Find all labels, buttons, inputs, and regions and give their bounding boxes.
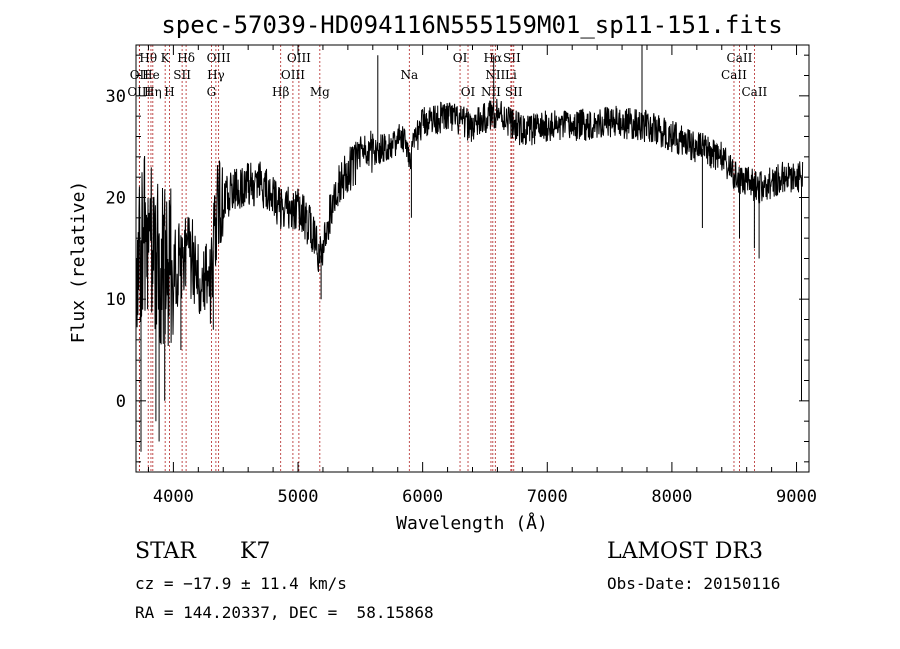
line-label: OI <box>461 85 476 99</box>
y-tick-label: 30 <box>106 87 126 107</box>
line-label: Hα <box>484 51 503 65</box>
coordinates-readout: RA = 144.20337, DEC = 58.15868 <box>135 603 434 622</box>
line-label: G <box>207 85 217 99</box>
x-tick-label: 4000 <box>153 487 194 507</box>
line-label: SII <box>173 68 191 82</box>
line-label: OIII <box>207 51 231 65</box>
line-label: Li <box>505 68 517 82</box>
y-tick-label: 0 <box>116 392 126 412</box>
line-label: OIII <box>281 68 305 82</box>
line-label: CaII <box>727 51 753 65</box>
x-tick-label: 7000 <box>527 487 568 507</box>
line-label: Hγ <box>207 68 225 82</box>
x-tick-label: 9000 <box>776 487 817 507</box>
line-label: CaII <box>721 68 747 82</box>
line-label: SII <box>503 51 521 65</box>
plot-frame <box>135 44 810 473</box>
line-label: OI <box>453 51 468 65</box>
line-label: OIII <box>287 51 311 65</box>
axis-ticks: 4000 5000 6000 7000 8000 9000 0 10 20 30 <box>106 45 817 507</box>
spectrum-line <box>135 45 804 452</box>
line-label: Hβ <box>272 85 289 99</box>
line-label: SII <box>505 85 523 99</box>
line-label: H <box>164 85 174 99</box>
x-axis-label: Wavelength (Å) <box>396 512 548 534</box>
line-label: K <box>161 51 171 65</box>
line-label: He <box>142 68 160 82</box>
x-tick-label: 6000 <box>402 487 443 507</box>
chart-title: spec-57039-HD094116N555159M01_sp11-151.f… <box>161 11 782 39</box>
survey-name: LAMOST DR3 <box>607 539 763 564</box>
y-tick-label: 10 <box>106 290 126 310</box>
line-label: CaII <box>741 85 767 99</box>
spectral-subclass: K7 <box>240 539 271 564</box>
line-label: NII <box>481 85 501 99</box>
line-label: Mg <box>310 85 330 99</box>
y-tick-label: 20 <box>106 189 126 209</box>
observation-date: Obs-Date: 20150116 <box>607 574 781 593</box>
spectral-class: STAR <box>135 539 196 564</box>
redshift-readout: cz = −17.9 ± 11.4 km/s <box>135 574 347 593</box>
x-tick-label: 5000 <box>278 487 319 507</box>
line-label: Hθ <box>139 51 157 65</box>
line-label: Hδ <box>177 51 195 65</box>
line-label: Hη <box>144 85 162 99</box>
y-axis-label: Flux (relative) <box>68 181 89 344</box>
line-label: NII <box>485 68 505 82</box>
x-tick-label: 8000 <box>651 487 692 507</box>
line-label: Na <box>400 68 418 82</box>
